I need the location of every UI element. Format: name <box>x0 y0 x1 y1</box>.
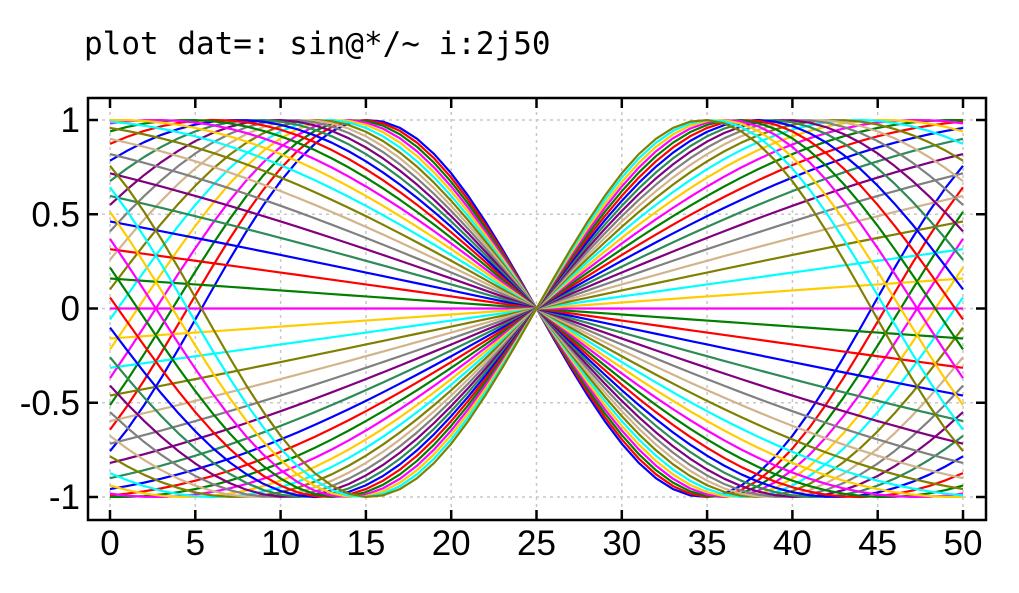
y-tick-label: -0.5 <box>20 384 80 423</box>
x-tick-label: 40 <box>773 524 812 563</box>
x-tick-label: 15 <box>346 524 385 563</box>
x-tick-label: 35 <box>688 524 727 563</box>
y-tick-label: -1 <box>49 478 80 517</box>
axis-ticks <box>88 98 986 520</box>
x-tick-label: 5 <box>186 524 205 563</box>
y-axis-tick-labels: 1 0.5 0 -0.5 -1 <box>20 101 80 517</box>
x-tick-label: 50 <box>944 524 983 563</box>
y-tick-label: 1 <box>61 101 80 140</box>
x-tick-label: 25 <box>517 524 556 563</box>
x-tick-label: 10 <box>261 524 300 563</box>
code-line: plot dat=: sin@*/~ i:2j50 <box>84 26 551 62</box>
series-line-50 <box>109 118 964 499</box>
x-axis-tick-labels: 0 5 10 15 20 25 30 35 40 45 50 <box>100 524 982 563</box>
x-tick-label: 30 <box>602 524 641 563</box>
x-tick-label: 0 <box>100 524 119 563</box>
y-tick-label: 0.5 <box>31 195 80 234</box>
series-lines <box>109 118 964 499</box>
x-tick-label: 20 <box>432 524 471 563</box>
x-tick-label: 45 <box>858 524 897 563</box>
y-tick-label: 0 <box>61 290 80 329</box>
